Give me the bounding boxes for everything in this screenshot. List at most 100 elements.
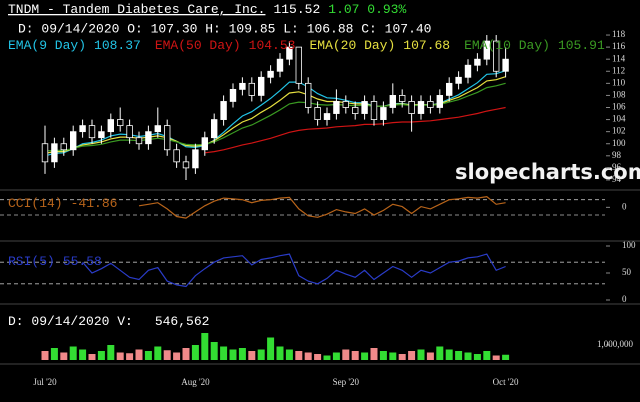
volume-bar <box>257 349 265 360</box>
candle-body <box>201 137 208 151</box>
volume-bar <box>398 354 406 360</box>
candle-body <box>314 107 321 120</box>
legend-name: RSI(5) <box>8 254 55 269</box>
candle-body <box>436 95 443 108</box>
legend-value: 107.68 <box>403 38 450 53</box>
candle-body <box>408 101 415 114</box>
header-line: TNDM - Tandem Diabetes Care, Inc. 115.52 1… <box>8 2 406 17</box>
volume-bar <box>473 354 481 360</box>
candle-body <box>154 125 161 133</box>
volume-bar <box>173 352 181 360</box>
candle-body <box>192 149 199 169</box>
y-tick-label: 100 <box>612 138 626 148</box>
volume-bar <box>304 352 312 360</box>
candle-body <box>464 64 472 78</box>
legend-value: 108.37 <box>94 38 141 53</box>
candle-body <box>417 101 425 114</box>
volume-bar <box>182 348 190 360</box>
symbol[interactable]: TNDM - Tandem Diabetes Care, Inc. <box>8 2 265 17</box>
y-tick-label: 0 <box>622 294 627 304</box>
candle-body <box>398 95 406 102</box>
y-tick-label: 106 <box>612 102 626 112</box>
candle-body <box>70 131 77 151</box>
y-tick-label: 114 <box>612 53 626 63</box>
change: 1.07 0.93% <box>328 2 406 17</box>
candle-body <box>126 125 133 139</box>
ema-line <box>44 82 506 152</box>
volume-value: 546,562 <box>155 314 210 329</box>
volume-bar <box>229 349 237 360</box>
legend-value: 55.58 <box>63 254 102 269</box>
volume-title: D: 09/14/2020 V: <box>8 314 133 329</box>
candle-body <box>41 143 49 163</box>
volume-bar <box>426 352 434 360</box>
candle-body <box>295 46 302 84</box>
y-tick-label: 100 <box>622 240 636 250</box>
candle-body <box>248 82 255 96</box>
volume-bar <box>154 346 162 360</box>
volume-bar <box>126 353 134 360</box>
volume-bar <box>314 354 322 360</box>
volume-bar <box>201 333 209 360</box>
y-tick-label: 1,000,000 <box>597 339 634 349</box>
volume-bar <box>276 346 284 360</box>
legend-name: EMA(20 Day) <box>309 38 395 53</box>
volume-bar <box>295 351 303 360</box>
candle-body <box>79 125 86 133</box>
candle-body <box>117 119 124 127</box>
legend: EMA(9 Day) 108.37 EMA(50 Day) 104.53 EMA(20 … <box>8 38 605 53</box>
candle-body <box>220 101 227 120</box>
candle-body <box>286 46 293 60</box>
legend-name: CCI(14) <box>8 196 63 211</box>
candle-body <box>502 58 509 72</box>
volume-bar <box>445 349 453 360</box>
volume-bar <box>107 345 115 360</box>
volume-bar <box>79 349 87 360</box>
candle-body <box>474 58 481 66</box>
x-tick-label: Sep '20 <box>333 377 360 387</box>
plot: 94 96 98 100 102 104 106 108 110 112 114 116 118 EMA(… <box>0 29 636 387</box>
candle-body <box>389 95 396 108</box>
candle-body <box>483 40 490 60</box>
volume-bar <box>144 351 152 360</box>
volume-bar <box>361 352 369 360</box>
volume-bar <box>191 345 199 360</box>
y-tick-label: 104 <box>612 114 626 124</box>
candle-body <box>427 101 434 108</box>
candle-body <box>229 88 237 102</box>
volume-bar <box>267 337 275 360</box>
candle-body <box>135 137 143 145</box>
candle-body <box>173 149 180 163</box>
volume-bar <box>41 351 49 360</box>
volume-bar <box>69 346 77 360</box>
volume-bar <box>379 351 387 360</box>
y-tick-label: 110 <box>612 77 626 87</box>
volume-bar <box>389 352 397 360</box>
volume-bar <box>342 349 350 360</box>
candle-body <box>257 76 265 96</box>
ohlc-readout: D: 09/14/2020 O: 107.30 H: 109.85 L: 106… <box>18 21 431 36</box>
indicator-line <box>138 195 506 219</box>
candle-body <box>445 82 453 96</box>
candle-body <box>342 101 349 108</box>
y-tick-label: 94 <box>612 174 622 184</box>
ema-line <box>204 106 506 154</box>
candle-body <box>107 119 114 133</box>
volume-bar <box>455 351 463 360</box>
volume-bar <box>370 348 378 360</box>
volume-bar <box>408 351 416 360</box>
candle-body <box>88 125 96 139</box>
volume-bar <box>50 348 58 360</box>
volume-bar <box>332 352 340 360</box>
x-tick-label: Jul '20 <box>33 377 57 387</box>
candle-body <box>210 119 218 139</box>
candle-body <box>304 82 312 108</box>
y-tick-label: 98 <box>612 150 622 160</box>
y-tick-label: 102 <box>612 126 626 136</box>
candle-body <box>276 58 284 72</box>
candle-body <box>145 131 152 145</box>
candle-body <box>267 70 274 78</box>
volume-bar <box>135 349 143 360</box>
candle-body <box>370 101 378 120</box>
y-tick-label: 108 <box>612 89 626 99</box>
